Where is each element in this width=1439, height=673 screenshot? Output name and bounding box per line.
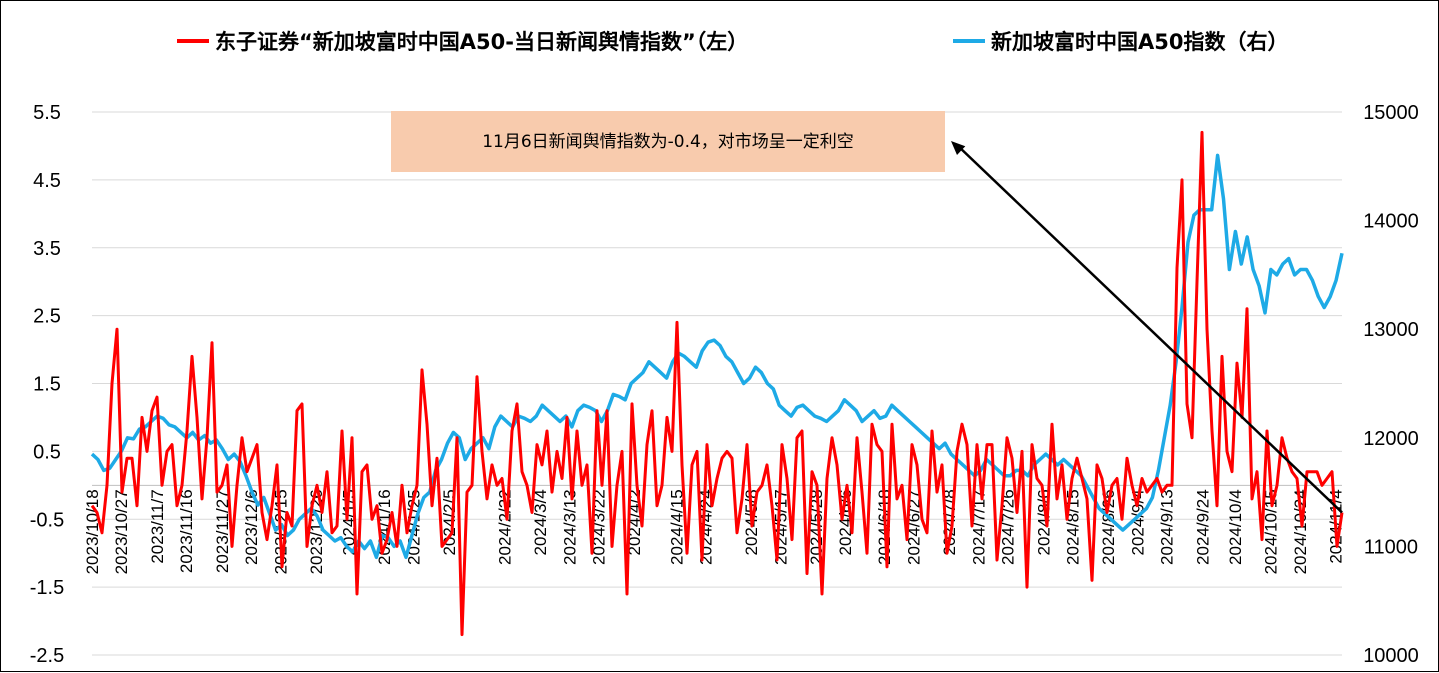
x-tick-label: 2024/4/15 [667,489,686,565]
left-axis-ticks: 5.5 4.5 3.5 2.5 1.5 0.5 -0.5 -1.5 -2.5 [30,102,64,667]
x-tick-label: 2024/3/13 [560,489,579,565]
y-left-tick-label: -2.5 [30,645,64,667]
x-tick-label: 2023/10/27 [112,489,131,574]
annotation-text: 11月6日新闻舆情指数为-0.4，对市场呈一定利空 [482,132,854,152]
y-right-tick-label: 14000 [1363,211,1419,233]
annotation-arrow [956,144,1343,514]
x-tick-label: 2024/9/4 [1129,489,1148,555]
x-tick-label: 2024/9/24 [1193,489,1212,565]
x-tick-label: 2023/10/18 [83,489,102,574]
x-tick-label: 2024/10/15 [1262,489,1281,574]
y-right-tick-label: 15000 [1363,102,1419,124]
y-left-tick-label: 0.5 [33,441,61,463]
series-lines [90,130,1344,637]
legend-label-sentiment: 东子证券“新加坡富时中国A50-当日新闻舆情指数”（左） [215,30,748,54]
right-axis-ticks: 15000 14000 13000 12000 11000 10000 [1363,102,1419,667]
annotation-box [391,111,945,172]
x-tick-label: 2024/2/22 [495,489,514,565]
annotation-arrowhead [951,141,966,155]
y-right-tick-label: 12000 [1363,428,1419,450]
y-left-tick-label: 5.5 [33,102,61,124]
legend-label-a50-index: 新加坡富时中国A50指数（右） [991,30,1288,54]
x-tick-label: 2024/7/26 [999,489,1018,565]
y-right-tick-label: 11000 [1364,536,1418,558]
y-left-tick-label: 1.5 [33,374,61,396]
series-line-sentiment [90,130,1344,637]
series-line-a50-index [90,153,1344,560]
x-tick-label: 2023/11/27 [213,489,232,573]
x-tick-label: 2024/10/4 [1226,489,1245,565]
x-tick-label: 2023/12/6 [242,489,261,565]
x-tick-label: 2024/10/24 [1291,489,1310,574]
x-tick-label: 2024/8/26 [1099,489,1118,565]
y-left-tick-label: -0.5 [30,509,64,531]
annotation: 11月6日新闻舆情指数为-0.4，对市场呈一定利空 [391,111,1343,514]
y-left-tick-label: 4.5 [33,170,61,192]
y-right-tick-label: 10000 [1363,645,1419,667]
y-left-tick-label: 2.5 [33,306,61,328]
x-tick-label: 2023/11/7 [148,489,167,563]
x-tick-label: 2024/3/4 [531,489,550,555]
y-right-tick-label: 13000 [1363,319,1419,341]
x-tick-label: 2024/9/13 [1158,489,1177,565]
x-tick-label: 2023/11/16 [177,489,196,573]
legend: 东子证券“新加坡富时中国A50-当日新闻舆情指数”（左） 新加坡富时中国A50指… [177,30,1288,54]
y-left-tick-label: -1.5 [30,577,64,599]
x-axis-ticks: 2023/10/18 2023/10/27 2023/11/7 2023/11/16 2… [83,489,1346,574]
y-left-tick-label: 3.5 [33,238,61,260]
